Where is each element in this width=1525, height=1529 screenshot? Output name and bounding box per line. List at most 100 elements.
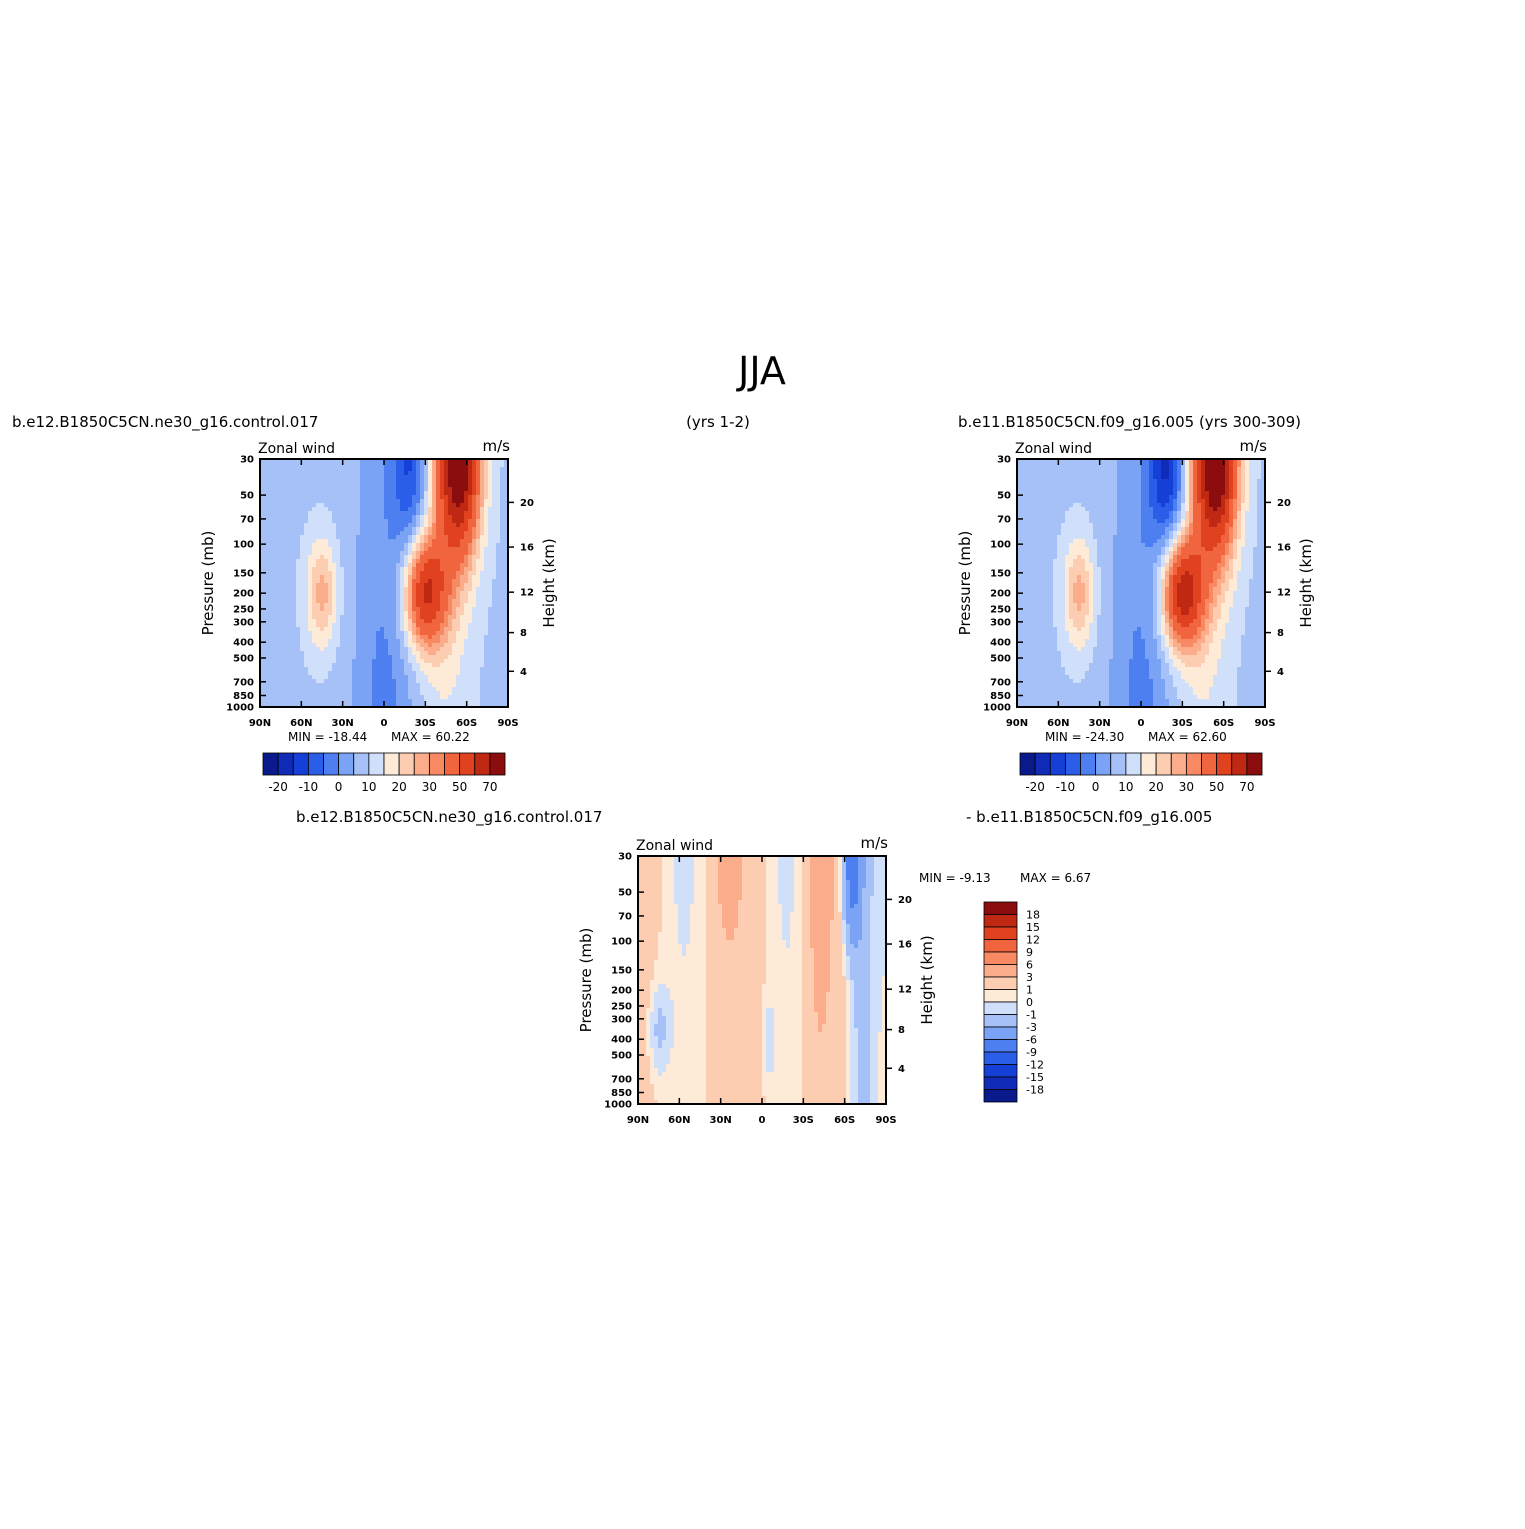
field-cell (328, 599, 333, 604)
field-cell (320, 675, 325, 680)
field-cell (376, 687, 381, 692)
field-cell (388, 495, 393, 500)
field-cell (384, 567, 389, 572)
field-cell (340, 535, 345, 540)
field-cell (356, 583, 361, 588)
field-cell (340, 579, 345, 584)
field-cell (1037, 587, 1042, 592)
field-cell (280, 663, 285, 668)
field-cell (1049, 699, 1054, 704)
field-cell (496, 491, 501, 496)
field-cell (1069, 491, 1074, 496)
field-cell (1029, 531, 1034, 536)
field-cell (432, 579, 437, 584)
field-cell (476, 631, 481, 636)
field-cell (296, 695, 301, 700)
field-cell (276, 491, 281, 496)
field-cell (332, 683, 337, 688)
field-cell (1053, 599, 1058, 604)
field-cell (468, 619, 473, 624)
field-cell (1033, 527, 1038, 532)
field-cell (1025, 571, 1030, 576)
field-cell (340, 531, 345, 536)
field-cell (1021, 667, 1026, 672)
field-cell (480, 623, 485, 628)
field-cell (376, 691, 381, 696)
field-cell (428, 615, 433, 620)
field-cell (496, 595, 501, 600)
field-cell (368, 583, 373, 588)
field-cell (1065, 475, 1070, 480)
field-cell (424, 495, 429, 500)
field-cell (492, 619, 497, 624)
field-cell (464, 587, 469, 592)
field-cell (1029, 607, 1034, 612)
field-cell (296, 555, 301, 560)
field-cell (412, 695, 417, 700)
field-cell (408, 491, 413, 496)
field-cell (1029, 575, 1034, 580)
field-cell (348, 475, 353, 480)
field-cell (348, 483, 353, 488)
field-cell (480, 599, 485, 604)
field-cell (396, 647, 401, 652)
field-cell (1065, 467, 1070, 472)
field-cell (488, 559, 493, 564)
field-cell (408, 523, 413, 528)
field-cell (312, 495, 317, 500)
field-cell (1033, 679, 1038, 684)
field-cell (1033, 495, 1038, 500)
field-cell (316, 611, 321, 616)
field-cell (444, 587, 449, 592)
field-cell (364, 699, 369, 704)
field-cell (332, 563, 337, 568)
field-cell (472, 559, 477, 564)
field-cell (304, 603, 309, 608)
field-cell (456, 615, 461, 620)
field-cell (300, 647, 305, 652)
field-cell (324, 543, 329, 548)
field-cell (292, 511, 297, 516)
field-cell (288, 627, 293, 632)
field-cell (304, 507, 309, 512)
field-cell (280, 591, 285, 596)
field-cell (448, 607, 453, 612)
field-cell (308, 563, 313, 568)
field-cell (444, 599, 449, 604)
field-cell (332, 639, 337, 644)
field-cell (1025, 587, 1030, 592)
field-cell (376, 503, 381, 508)
field-cell (1021, 531, 1026, 536)
field-cell (280, 515, 285, 520)
field-cell (400, 531, 405, 536)
field-cell (416, 603, 421, 608)
field-cell (460, 531, 465, 536)
field-cell (1025, 531, 1030, 536)
field-cell (1073, 595, 1078, 600)
field-cell (336, 651, 341, 656)
field-cell (1073, 635, 1078, 640)
field-cell (496, 511, 501, 516)
field-cell (1029, 579, 1034, 584)
field-cell (336, 539, 341, 544)
field-cell (284, 615, 289, 620)
field-cell (468, 563, 473, 568)
field-cell (296, 511, 301, 516)
field-cell (1037, 555, 1042, 560)
field-cell (336, 599, 341, 604)
field-cell (376, 647, 381, 652)
field-cell (284, 663, 289, 668)
field-cell (476, 659, 481, 664)
field-cell (380, 635, 385, 640)
field-cell (420, 663, 425, 668)
field-cell (288, 519, 293, 524)
field-cell (344, 535, 349, 540)
field-cell (1081, 471, 1086, 476)
field-cell (412, 507, 417, 512)
field-cell (352, 611, 357, 616)
field-cell (492, 499, 497, 504)
field-cell (312, 571, 317, 576)
field-cell (1041, 671, 1046, 676)
field-cell (472, 463, 477, 468)
field-cell (424, 555, 429, 560)
